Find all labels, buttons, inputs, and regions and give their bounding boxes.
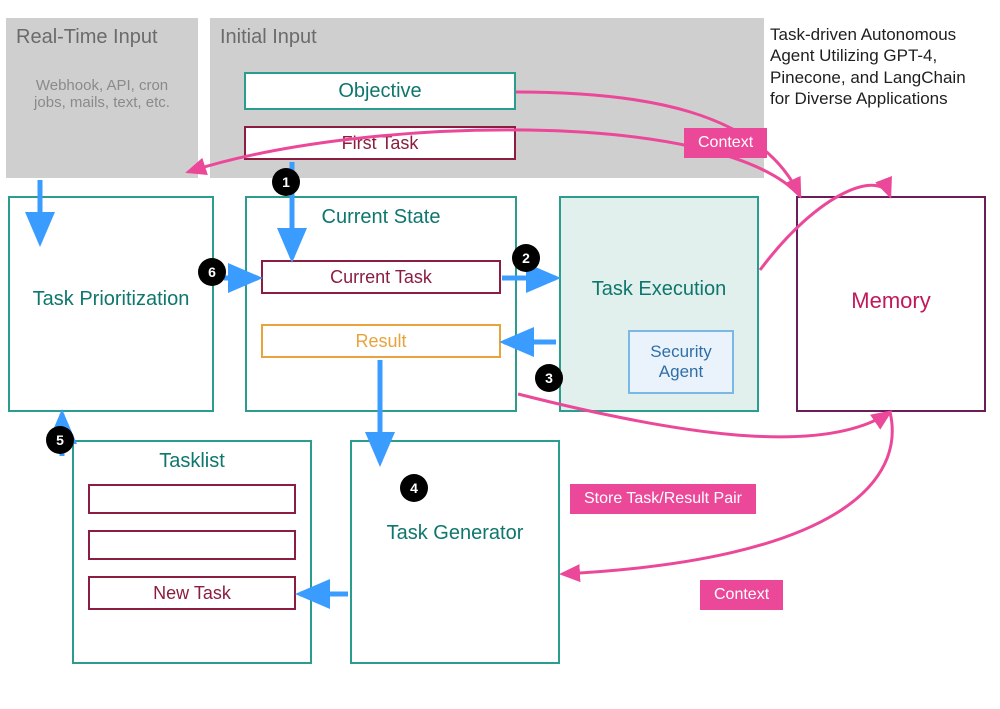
node-current-task-label: Current Task — [330, 267, 432, 288]
step-badge-1: 1 — [272, 168, 300, 196]
node-memory-label: Memory — [851, 288, 930, 314]
node-result-label: Result — [355, 331, 406, 352]
node-current-task: Current Task — [261, 260, 501, 294]
step-badge-6: 6 — [198, 258, 226, 286]
edge-label-context-bottom: Context — [700, 580, 783, 610]
node-first-task: First Task — [244, 126, 516, 160]
node-tasklist-row — [88, 530, 296, 560]
node-current-state: Current State — [245, 196, 517, 412]
node-objective: Objective — [244, 72, 516, 110]
node-tasklist-new-task-label: New Task — [153, 583, 231, 604]
step-badge-3: 3 — [535, 364, 563, 392]
node-task-generator-label: Task Generator — [387, 522, 524, 545]
node-result: Result — [261, 324, 501, 358]
node-security-agent-label: Security Agent — [630, 342, 732, 381]
node-objective-label: Objective — [338, 80, 421, 103]
panel-real-time-input: Real-Time Input Webhook, API, cron jobs,… — [6, 18, 198, 178]
node-task-prioritization-label: Task Prioritization — [33, 288, 190, 311]
node-tasklist-row — [88, 484, 296, 514]
panel-real-time-sub: Webhook, API, cron jobs, mails, text, et… — [6, 77, 198, 111]
node-task-prioritization: Task Prioritization — [8, 196, 214, 412]
edge-label-store-pair: Store Task/Result Pair — [570, 484, 756, 514]
step-badge-2: 2 — [512, 244, 540, 272]
panel-real-time-label: Real-Time Input — [6, 18, 168, 49]
node-task-execution-label: Task Execution — [592, 278, 727, 301]
step-badge-4: 4 — [400, 474, 428, 502]
node-first-task-label: First Task — [342, 133, 419, 154]
node-current-state-label: Current State — [322, 206, 441, 229]
node-memory: Memory — [796, 196, 986, 412]
edge-label-context-top: Context — [684, 128, 767, 158]
node-tasklist-new-task: New Task — [88, 576, 296, 610]
node-security-agent: Security Agent — [628, 330, 734, 394]
step-badge-5: 5 — [46, 426, 74, 454]
diagram-title: Task-driven Autonomous Agent Utilizing G… — [770, 24, 985, 109]
node-tasklist-label: Tasklist — [159, 450, 225, 473]
panel-initial-label: Initial Input — [210, 18, 327, 49]
node-task-generator: Task Generator — [350, 440, 560, 664]
